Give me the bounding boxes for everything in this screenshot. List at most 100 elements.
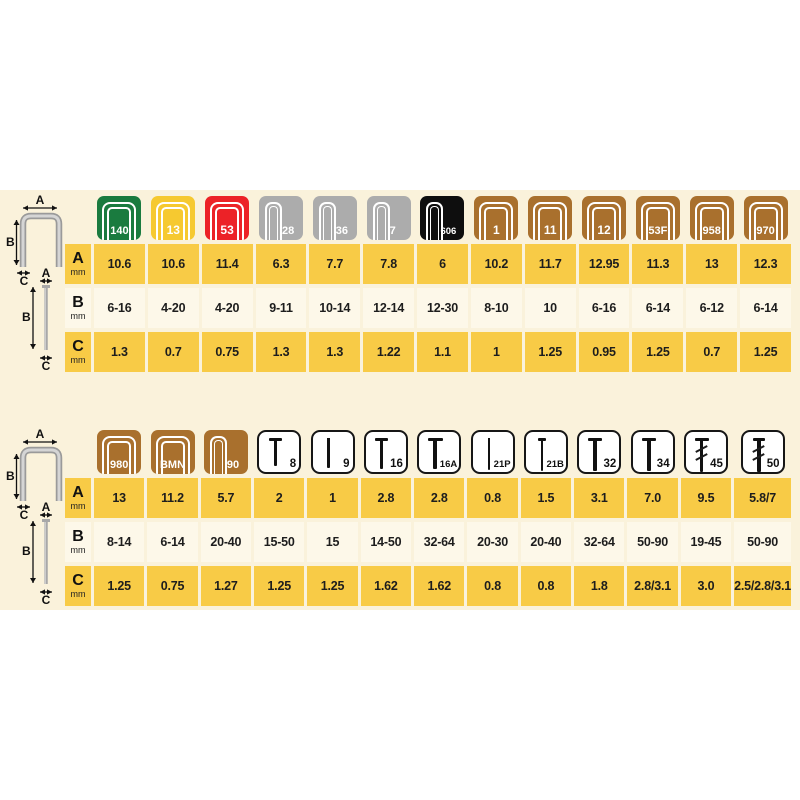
- icon-cell: 21B: [521, 430, 571, 474]
- table-cell: 6-16: [578, 288, 630, 328]
- table-cell: 1.25: [94, 566, 145, 606]
- table-cell: 50-90: [627, 522, 678, 562]
- icon-cell: 53F: [632, 196, 683, 240]
- table-cell: 11.4: [201, 244, 253, 284]
- nail-shaft-icon: [646, 438, 651, 471]
- staple-shape: [748, 202, 783, 240]
- dim-c-label: C: [42, 593, 51, 604]
- table-cell: 0.75: [201, 332, 253, 372]
- staple-id-label: 28: [281, 225, 295, 237]
- table-cell: 3.0: [680, 566, 732, 606]
- staple-shape: [210, 202, 245, 240]
- table-cell: 1.3: [94, 332, 145, 372]
- table-cell: 6-12: [686, 288, 738, 328]
- table-cell: 20-30: [467, 522, 518, 562]
- corner-cell: [65, 430, 91, 474]
- table-cell: 1.62: [414, 566, 465, 606]
- staple-dimension-diagram: A B C: [6, 193, 63, 285]
- staple-shape: [102, 436, 137, 474]
- nail-id-label: 16: [390, 458, 403, 470]
- staple-id-label: 980: [109, 459, 129, 471]
- staple-shape-inner: [268, 206, 278, 240]
- nail-icon-34: 34: [630, 430, 675, 474]
- staple-shape-inner: [699, 207, 724, 240]
- table-cell: 4-20: [147, 288, 199, 328]
- staple-shape-inner: [484, 207, 509, 240]
- row-letter: C: [72, 572, 84, 589]
- staple-id-label: 11: [543, 223, 557, 237]
- table-cell: 1.62: [360, 566, 412, 606]
- icon-cell: BMN: [147, 430, 197, 474]
- nail-id-label: 9: [343, 458, 350, 470]
- icon-cell: 21P: [467, 430, 517, 474]
- staple-wide-icon-140: 140: [97, 196, 142, 240]
- table-cell: 5.7: [200, 478, 252, 518]
- dim-b-label: B: [22, 544, 31, 558]
- staple-wide-icon-980: 980: [97, 430, 142, 474]
- table-cell: 1.22: [363, 332, 415, 372]
- table-cell: 8-14: [94, 522, 145, 562]
- staple-id-label: 1: [493, 223, 500, 237]
- table-cell: 8-10: [470, 288, 522, 328]
- nail-icon-16A: 16A: [417, 430, 462, 474]
- nail-id-label: 16A: [439, 459, 458, 470]
- nail-icon-8: 8: [257, 430, 302, 474]
- table-cell: 15: [307, 522, 358, 562]
- nail-shaft-icon: [540, 438, 543, 471]
- nail-id-label: 21P: [493, 459, 511, 470]
- staple-shape-inner: [376, 206, 386, 240]
- table-cell: 20-40: [200, 522, 252, 562]
- table-cell: 32-64: [414, 522, 465, 562]
- icon-cell: 34: [627, 430, 677, 474]
- table-cell: 11.2: [147, 478, 198, 518]
- table-cell: 0.8: [520, 566, 572, 606]
- table-cell: 19-45: [680, 522, 732, 562]
- table-cell: 1.25: [524, 332, 576, 372]
- nail-shaft-icon: [593, 438, 598, 471]
- nail-icon-50: 50: [740, 430, 785, 474]
- staple-shape: [426, 202, 444, 240]
- nail-shaft-icon: [327, 438, 331, 468]
- icon-cell: 1: [471, 196, 522, 240]
- staple-shape-inner: [322, 206, 332, 240]
- table-cell: 13: [686, 244, 738, 284]
- nail-icon-45: 45: [683, 430, 728, 474]
- staple-wide-icon-1: 1: [474, 196, 519, 240]
- row-unit: mm: [70, 311, 86, 321]
- nail-id-label: 32: [603, 458, 617, 470]
- table-cell: 12.95: [578, 244, 630, 284]
- corner-cell: [65, 196, 91, 240]
- nail-id-label: 34: [656, 458, 670, 470]
- table-cell: 2.8/3.1: [627, 566, 678, 606]
- table-cell: 2.8: [414, 478, 465, 518]
- table-cell: 1.3: [309, 332, 361, 372]
- table-cell: 2.5/2.8/3.1: [734, 566, 791, 606]
- icon-cell: 7: [363, 196, 414, 240]
- dim-c-label: C: [20, 274, 29, 285]
- staple-id-label: 606: [440, 226, 457, 237]
- nail-dimension-diagram: A B C: [22, 266, 52, 370]
- table-cell: 6-14: [147, 522, 198, 562]
- staple-shape-inner: [107, 207, 132, 240]
- staple-shape: [372, 202, 390, 240]
- table-cell: 10.2: [470, 244, 522, 284]
- icon-cell: 9: [307, 430, 357, 474]
- table-cell: 13: [94, 478, 145, 518]
- icon-cell: 970: [740, 196, 791, 240]
- row-letter: B: [72, 294, 84, 311]
- table-cell: 0.8: [467, 478, 518, 518]
- table-cell: 1: [470, 332, 522, 372]
- icon-cell: 16A: [414, 430, 464, 474]
- staple-dimension-diagram: A B C: [6, 427, 63, 519]
- table-cell: 0.7: [686, 332, 738, 372]
- dim-a-label: A: [42, 500, 51, 514]
- dim-a-label: A: [36, 193, 45, 207]
- nail-shaft-icon: [380, 438, 384, 469]
- staple-shape: [264, 202, 282, 240]
- table-cell: 9.5: [680, 478, 732, 518]
